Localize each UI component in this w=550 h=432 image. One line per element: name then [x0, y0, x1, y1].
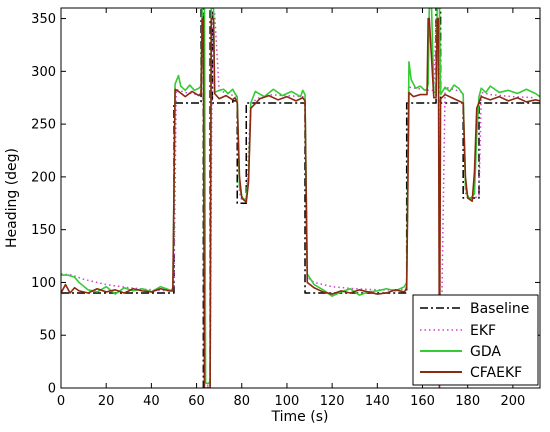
x-tick-label: 180 — [455, 394, 480, 409]
x-axis-label: Time (s) — [271, 409, 329, 425]
series-line-gda — [61, 8, 540, 385]
y-tick-label: 150 — [31, 223, 56, 238]
x-tick-label: 60 — [188, 394, 205, 409]
y-tick-label: 300 — [31, 65, 56, 80]
x-tick-label: 40 — [143, 394, 160, 409]
series-line-cfaekf — [61, 17, 540, 388]
x-tick-label: 0 — [57, 394, 65, 409]
series-line-baseline — [61, 8, 540, 388]
legend-label-baseline: Baseline — [470, 301, 529, 317]
y-tick-label: 50 — [39, 329, 56, 344]
x-tick-label: 120 — [320, 394, 345, 409]
tick-labels-layer: 0 20 40 60 80 100 120 140 160 180 200 0 50 100 150 200 2… — [31, 12, 525, 409]
legend: Baseline EKF GDA CFAEKF — [412, 294, 539, 386]
legend-label-cfaekf: CFAEKF — [470, 365, 522, 381]
x-tick-label: 160 — [410, 394, 435, 409]
y-axis-label: Heading (deg) — [4, 148, 20, 248]
x-tick-label: 200 — [500, 394, 525, 409]
x-tick-label: 100 — [275, 394, 300, 409]
series-line-ekf — [61, 12, 536, 387]
y-tick-label: 100 — [31, 276, 56, 291]
ticks-layer — [60, 8, 540, 389]
y-tick-label: 250 — [31, 118, 56, 133]
x-tick-label: 20 — [98, 394, 115, 409]
y-tick-label: 350 — [31, 12, 56, 27]
legend-label-ekf: EKF — [470, 323, 496, 339]
y-tick-label: 200 — [31, 170, 56, 185]
x-tick-label: 140 — [365, 394, 390, 409]
x-tick-label: 80 — [233, 394, 250, 409]
legend-label-gda: GDA — [470, 344, 501, 360]
legend-box — [412, 294, 539, 386]
series-layer — [61, 8, 540, 388]
y-tick-label: 0 — [48, 382, 56, 397]
plot-frame — [60, 7, 541, 389]
